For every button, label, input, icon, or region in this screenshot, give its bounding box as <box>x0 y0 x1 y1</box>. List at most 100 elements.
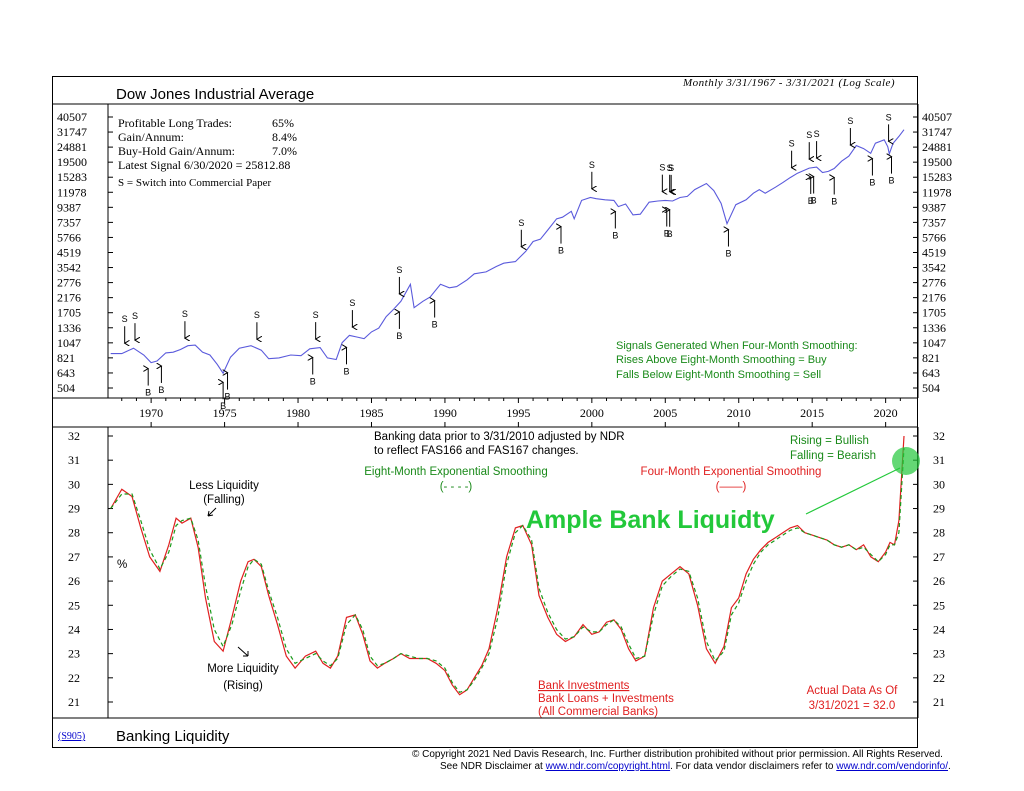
latest-reading-highlight <box>892 447 920 475</box>
y-tick-label: 27 <box>933 550 945 564</box>
date-axis: 1970 1975 1980 1985 1990 1995 2000 2005 2010 2015… <box>121 398 901 427</box>
y-tick-label: 504 <box>57 381 75 395</box>
stat-value: 8.4% <box>272 130 297 144</box>
ratio-denominator: Bank Loans + Investments <box>538 693 674 705</box>
y-tick-label: 40507 <box>922 110 952 124</box>
y-tick-label: 4519 <box>922 245 946 259</box>
y-tick-label: 11978 <box>57 185 87 199</box>
y-tick-label: 5766 <box>57 230 81 244</box>
buy-signal-label: B <box>725 249 731 259</box>
ratio-numerator: Bank Investments <box>538 680 630 692</box>
chart-code-link[interactable]: (S905) <box>58 731 86 742</box>
y-tick-label: 24 <box>933 622 945 636</box>
liquidity-lines <box>110 435 905 696</box>
sell-signal-label: S <box>589 160 595 170</box>
ratio-universe: (All Commercial Banks) <box>538 706 658 718</box>
buy-signal-label: B <box>869 178 875 188</box>
buy-signal-label: B <box>811 196 817 206</box>
y-tick-label: 2776 <box>57 276 81 290</box>
y-tick-label: 643 <box>57 366 75 380</box>
y-tick-label: 19500 <box>922 155 952 169</box>
buy-signal-label: B <box>310 376 316 386</box>
sell-signal-label: S <box>886 112 892 122</box>
buy-signal-label: B <box>396 331 402 341</box>
y-tick-label: 27 <box>68 550 80 564</box>
eight-month-label: Eight-Month Exponential Smoothing <box>364 466 547 478</box>
vendor-info-link[interactable]: www.ndr.com/vendorinfo/ <box>836 761 948 772</box>
sell-signal-label: S <box>132 311 138 321</box>
y-tick-label: 1705 <box>922 306 946 320</box>
buy-signal-label: B <box>889 176 895 186</box>
x-tick-label: 1980 <box>286 406 310 420</box>
sell-signal-label: S <box>789 139 795 149</box>
ample-liquidity-callout: Ample Bank Liquidty <box>526 506 775 534</box>
y-tick-label: 24881 <box>922 140 952 154</box>
stat-label: Buy-Hold Gain/Annum: <box>118 144 235 158</box>
buy-signal-label: B <box>808 196 814 206</box>
y-tick-label: 9387 <box>57 200 81 214</box>
y-tick-label: 25 <box>933 598 945 612</box>
y-tick-label: 21 <box>68 695 80 709</box>
y-tick-label: 31 <box>933 453 945 467</box>
y-tick-label: 28 <box>933 526 945 540</box>
more-liquidity-pointer-icon <box>237 646 249 657</box>
buy-signal-label: B <box>158 385 164 395</box>
y-tick-label: 31747 <box>922 125 952 139</box>
signal-note: Signals Generated When Four-Month Smooth… <box>616 340 858 352</box>
y-tick-label: 5766 <box>922 230 946 244</box>
y-tick-label: 1047 <box>922 336 946 350</box>
y-tick-label: 30 <box>68 477 80 491</box>
x-tick-label: 1975 <box>213 406 237 420</box>
four-month-label: Four-Month Exponential Smoothing <box>641 466 822 478</box>
bottom-notes: Banking data prior to 3/31/2010 adjusted… <box>117 431 898 718</box>
sell-signal-label: S <box>668 163 674 173</box>
y-tick-label: 31747 <box>57 125 87 139</box>
liquidity-axes: 21 21 22 22 23 23 24 24 25 25 26 26 27 27 28 28 29 29 30 30… <box>68 429 945 709</box>
copyright-link[interactable]: www.ndr.com/copyright.html <box>545 761 671 772</box>
sell-signal-label: S <box>518 218 524 228</box>
disclaimer-mid: . For data vendor disclaimers refer to <box>670 761 837 772</box>
adjusted-note: to reflect FAS166 and FAS167 changes. <box>374 445 579 457</box>
y-tick-label: 2176 <box>922 291 946 305</box>
y-tick-label: 22 <box>68 671 80 685</box>
y-tick-label: 2776 <box>922 276 946 290</box>
buy-signal-label: B <box>220 401 226 411</box>
more-liquidity-label: More Liquidity <box>207 663 279 675</box>
sell-signal-label: S <box>847 116 853 126</box>
y-tick-label: 9387 <box>922 200 946 214</box>
x-tick-label: 1990 <box>433 406 457 420</box>
y-tick-label: 23 <box>933 647 945 661</box>
y-tick-label: 24 <box>68 622 80 636</box>
switch-note: S = Switch into Commercial Paper <box>118 177 271 189</box>
sell-signal-label: S <box>182 309 188 319</box>
buy-signal-label: B <box>667 229 673 239</box>
chart-frame <box>52 76 918 748</box>
y-tick-label: 31 <box>68 453 80 467</box>
percent-label: % <box>117 559 127 571</box>
stat-label: Gain/Annum: <box>118 130 184 144</box>
y-tick-label: 28 <box>68 526 80 540</box>
signal-note: Rises Above Eight-Month Smoothing = Buy <box>616 354 827 366</box>
buy-signal-label: B <box>612 230 618 240</box>
copyright-line: © Copyright 2021 Ned Davis Research, Inc… <box>412 749 943 760</box>
y-tick-label: 11978 <box>922 185 952 199</box>
stat-value: 65% <box>272 116 294 130</box>
x-tick-label: 1985 <box>359 406 383 420</box>
y-tick-label: 22 <box>933 671 945 685</box>
x-tick-label: 1970 <box>139 406 163 420</box>
more-liquidity-sub: (Rising) <box>223 680 263 692</box>
y-tick-label: 23 <box>68 647 80 661</box>
disclaimer-pre: See NDR Disclaimer at <box>440 761 546 772</box>
falling-note: Falling = Bearish <box>790 450 876 462</box>
y-tick-label: 3542 <box>922 261 946 275</box>
sell-signal-label: S <box>349 298 355 308</box>
actual-data-value: 3/31/2021 = 32.0 <box>809 700 896 712</box>
strategy-stats: Profitable Long Trades: 65% Gain/Annum: … <box>118 116 297 189</box>
y-tick-label: 504 <box>922 381 940 395</box>
y-tick-label: 15283 <box>922 170 952 184</box>
adjusted-note: Banking data prior to 3/31/2010 adjusted… <box>374 431 625 443</box>
dow-chart-subtitle: Monthly 3/31/1967 - 3/31/2021 (Log Scale… <box>683 77 896 89</box>
